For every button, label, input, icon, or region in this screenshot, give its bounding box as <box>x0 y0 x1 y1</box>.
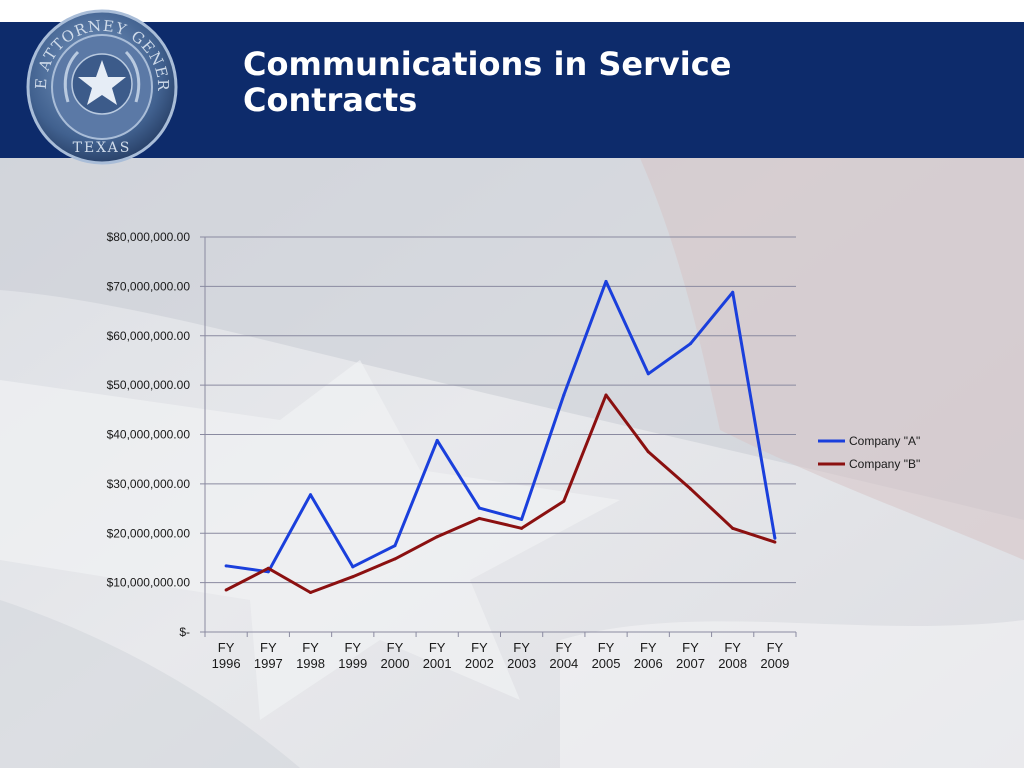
data-point <box>309 493 313 497</box>
series-line-company-b <box>225 393 776 594</box>
data-point <box>646 372 650 376</box>
data-point <box>688 487 692 491</box>
data-point <box>773 540 777 544</box>
chart-series <box>224 279 777 594</box>
x-tick-label: FY 2001 <box>423 640 452 671</box>
x-tick-label: FY 2006 <box>634 640 663 671</box>
x-tick-label: FY 1998 <box>296 640 325 671</box>
data-point <box>224 564 228 568</box>
data-point <box>266 570 270 574</box>
data-point <box>731 526 735 530</box>
chart-gridlines <box>200 236 797 637</box>
data-point <box>435 438 439 442</box>
data-point <box>393 544 397 548</box>
data-point <box>351 575 355 579</box>
data-point <box>688 342 692 346</box>
y-tick-label: $70,000,000.00 <box>107 279 191 293</box>
y-tick-label: $30,000,000.00 <box>107 477 191 491</box>
data-point <box>562 499 566 503</box>
y-tick-label: $60,000,000.00 <box>107 329 191 343</box>
data-point <box>351 565 355 569</box>
y-tick-label: $50,000,000.00 <box>107 378 191 392</box>
data-point <box>224 588 228 592</box>
data-point <box>393 557 397 561</box>
page-title-line1: Communications in Service <box>243 45 732 83</box>
page-title-line2: Contracts <box>243 81 418 119</box>
data-point <box>477 516 481 520</box>
attorney-general-seal-logo: THE ATTORNEY GENERAL TEXAS <box>22 2 178 165</box>
y-tick-label: $40,000,000.00 <box>107 428 191 442</box>
y-axis-tick-labels: $- $10,000,000.00 $20,000,000.00 $30,000,00… <box>107 230 191 639</box>
data-point <box>435 535 439 539</box>
data-point <box>604 393 608 397</box>
data-point <box>604 279 608 283</box>
chart-legend: Company "A" Company "B" <box>818 434 920 471</box>
x-tick-label: FY 2003 <box>507 640 536 671</box>
series-line-company-a <box>225 279 777 574</box>
y-tick-label: $20,000,000.00 <box>107 526 191 540</box>
x-tick-label: FY 2000 <box>381 640 410 671</box>
legend-label: Company "B" <box>849 457 920 471</box>
data-point <box>773 536 777 540</box>
x-tick-label: FY 1999 <box>338 640 367 671</box>
data-point <box>266 566 270 570</box>
page-title: Communications in Service Contracts <box>243 46 943 118</box>
data-point <box>646 450 650 454</box>
x-tick-label: FY 2007 <box>676 640 705 671</box>
y-tick-label: $80,000,000.00 <box>107 230 191 244</box>
y-tick-label: $10,000,000.00 <box>107 576 191 590</box>
x-tick-label: FY 2008 <box>718 640 747 671</box>
x-tick-label: FY 2002 <box>465 640 494 671</box>
data-point <box>309 591 313 594</box>
data-point <box>520 517 524 521</box>
x-axis-tick-labels: FY 1996 FY 1997 FY 1998 FY 1999 FY 2000 FY 2001 FY 20… <box>212 640 790 671</box>
seal-bottom-text: TEXAS <box>73 140 132 156</box>
legend-label: Company "A" <box>849 434 920 448</box>
header-banner: THE ATTORNEY GENERAL TEXAS Communication… <box>0 0 1024 165</box>
x-tick-label: FY 1997 <box>254 640 283 671</box>
x-tick-label: FY 2004 <box>549 640 578 671</box>
data-point <box>520 526 524 530</box>
x-tick-label: FY 2009 <box>760 640 789 671</box>
data-point <box>731 290 735 294</box>
x-tick-label: FY 1996 <box>212 640 241 671</box>
x-tick-label: FY 2005 <box>592 640 621 671</box>
data-point <box>477 506 481 510</box>
data-point <box>562 393 566 397</box>
y-tick-label: $- <box>179 625 190 639</box>
